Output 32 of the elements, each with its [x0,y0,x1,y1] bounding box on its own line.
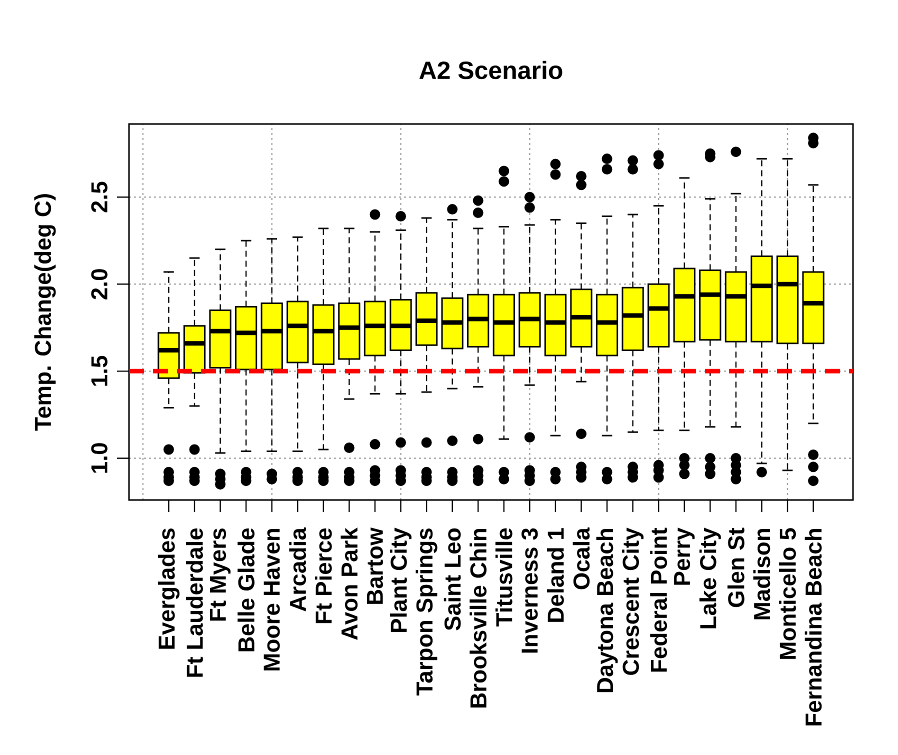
x-tick-label: Daytona Beach [596,528,618,692]
x-tick-label: Ocala [572,527,590,590]
x-tick-label: Federal Point [650,528,668,672]
y-tick-label: 2.0 [91,269,108,300]
x-tick-label: Bartow [366,527,383,604]
x-tick-label: Belle Glade [238,528,254,652]
x-tick-label: Everglades [158,528,180,649]
y-tick-label: 2.5 [91,182,108,212]
x-tick-label: Lake City [699,528,721,628]
x-tick-label: Inverness 3 [522,528,538,653]
x-tick-label: Arcadia [289,527,306,612]
x-tick-label: Moore Haven [264,528,280,670]
x-tick-label: Madison [753,528,770,620]
y-tick-label: 1.0 [91,443,108,473]
x-tick-label: Glen St [727,528,744,608]
x-tick-label: Titusville [495,528,512,627]
x-tick-label: Perry [674,528,695,585]
y-tick-label: 1.5 [91,356,108,386]
x-tick-label: Fernandina Beach [804,528,822,726]
x-tick-label: Brooksville Chin [470,528,487,708]
x-tick-label: Ft Pierce [314,528,332,624]
x-tick-label: Avon Park [340,528,358,640]
x-tick-label: Saint Leo [444,528,461,630]
x-tick-label: Crescent City [622,528,644,675]
x-tick-label: Tarpon Springs [416,528,438,696]
x-tick-label: Deland 1 [547,528,564,622]
chart-title: A2 Scenario [419,60,562,80]
y-axis-title: Temp. Change(deg C) [34,194,56,431]
x-tick-label: Ft Myers [210,528,231,621]
x-tick-label: Plant City [390,528,412,632]
x-tick-label: Ft Lauderdale [186,528,203,677]
x-tick-label: Monticello 5 [779,528,796,659]
